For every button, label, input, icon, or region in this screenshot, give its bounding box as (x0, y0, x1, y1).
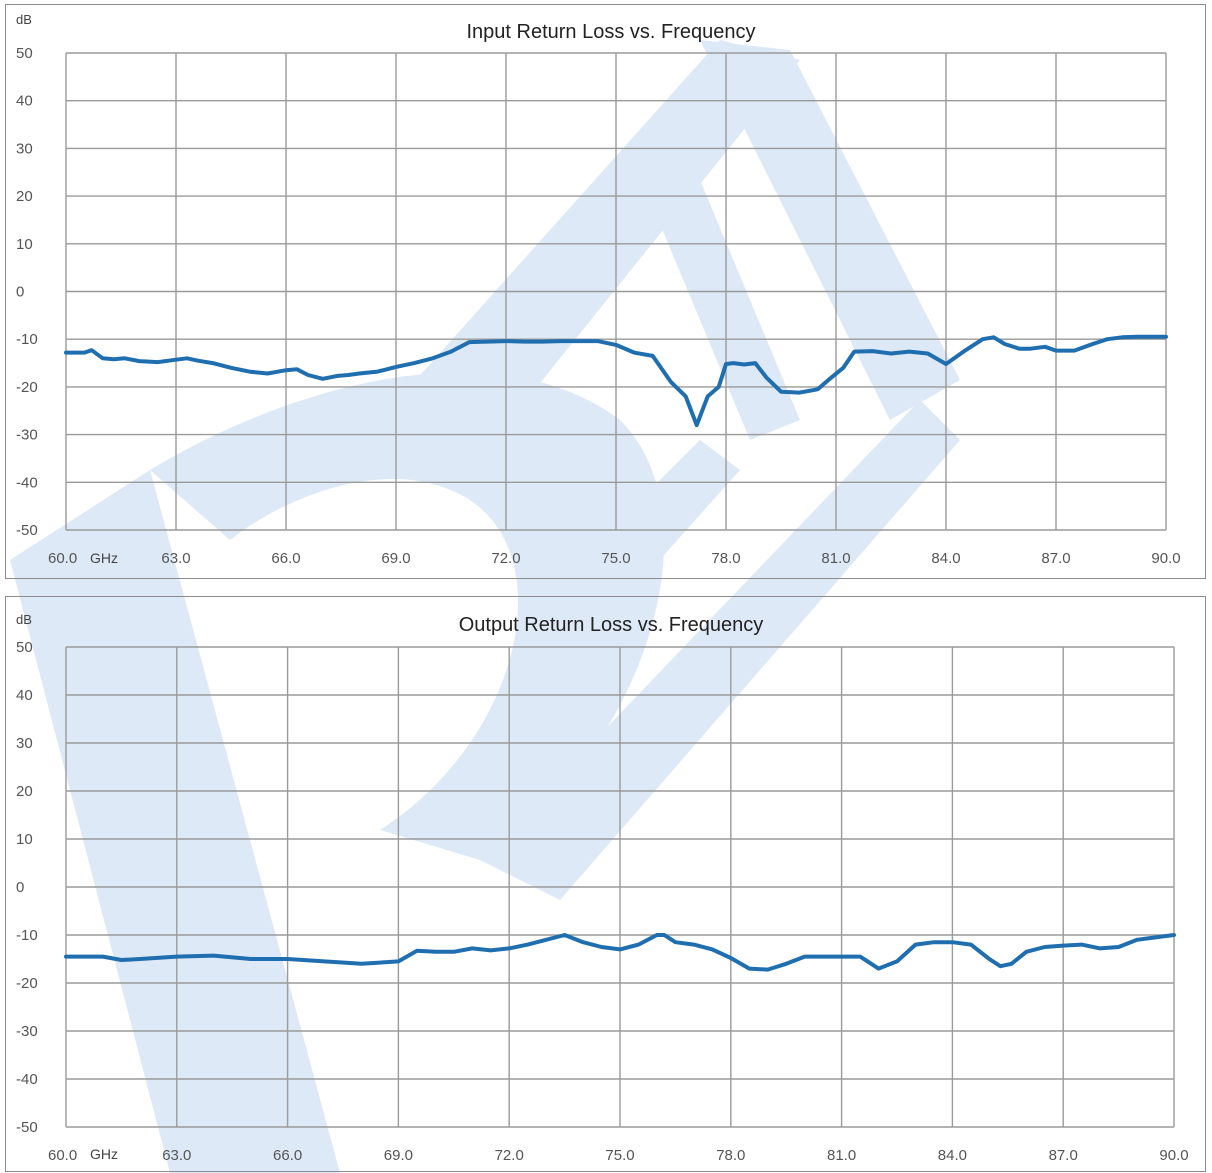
x-axis-ticks: 60.0 63.0 66.0 69.0 72.0 75.0 78.0 81.0 84.0 87.0… (48, 550, 1181, 567)
y-tick-label: 30 (16, 735, 33, 752)
x-tick-label: 78.0 (711, 550, 740, 567)
y-tick-label: -30 (16, 1023, 38, 1040)
chart-panel-input-return-loss: Input Return Loss vs. Frequency dB 50 40 3… (5, 4, 1206, 579)
y-tick-label: -40 (16, 1071, 38, 1088)
chart-title: Input Return Loss vs. Frequency (466, 21, 755, 43)
y-tick-label: -50 (16, 522, 38, 539)
x-tick-label: 72.0 (491, 550, 520, 567)
y-tick-label: -10 (16, 331, 38, 348)
y-tick-label: 20 (16, 188, 33, 205)
y-tick-label: 10 (16, 831, 33, 848)
x-tick-label: 60.0 (48, 1147, 77, 1164)
x-tick-label: 60.0 (48, 550, 77, 567)
y-tick-label: 20 (16, 783, 33, 800)
y-tick-label: 40 (16, 93, 33, 110)
x-tick-label: 63.0 (161, 550, 190, 567)
y-tick-label: 30 (16, 140, 33, 157)
y-axis-unit-label: dB (16, 612, 32, 627)
y-tick-label: -40 (16, 474, 38, 491)
x-tick-label: 69.0 (381, 550, 410, 567)
x-tick-label: 75.0 (601, 550, 630, 567)
x-axis-unit-label: GHz (90, 1146, 118, 1162)
series-line (64, 933, 1176, 972)
grid-lines (65, 646, 1175, 1128)
y-tick-label: 0 (16, 879, 24, 896)
y-tick-label: 50 (16, 45, 33, 62)
y-tick-label: -20 (16, 975, 38, 992)
x-tick-label: 81.0 (821, 550, 850, 567)
x-tick-label: 84.0 (931, 550, 960, 567)
data-series (64, 933, 1176, 972)
chart-output-return-loss: Output Return Loss vs. Frequency dB 50 40… (16, 612, 1189, 1164)
x-tick-label: 87.0 (1049, 1147, 1078, 1164)
y-tick-label: -30 (16, 427, 38, 444)
grid-lines (65, 52, 1167, 531)
x-tick-label: 84.0 (938, 1147, 967, 1164)
x-tick-label: 66.0 (273, 1147, 302, 1164)
y-axis-ticks: 50 40 30 20 10 0 -10 -20 -30 -40 -50 (16, 45, 38, 539)
y-axis-unit-label: dB (16, 12, 32, 27)
chart-title: Output Return Loss vs. Frequency (459, 614, 764, 636)
y-tick-label: -50 (16, 1119, 38, 1136)
x-tick-label: 81.0 (827, 1147, 856, 1164)
y-tick-label: 0 (16, 284, 24, 301)
x-axis-unit-label: GHz (90, 550, 118, 566)
y-tick-label: 50 (16, 639, 33, 656)
x-axis-ticks: 60.0 63.0 66.0 69.0 72.0 75.0 78.0 81.0 84.0 87.0… (48, 1147, 1189, 1164)
x-tick-label: 78.0 (716, 1147, 745, 1164)
chart-panel-output-return-loss: Output Return Loss vs. Frequency dB 50 40… (5, 596, 1206, 1172)
y-tick-label: -20 (16, 379, 38, 396)
x-tick-label: 66.0 (271, 550, 300, 567)
x-tick-label: 69.0 (384, 1147, 413, 1164)
x-tick-label: 63.0 (162, 1147, 191, 1164)
y-tick-label: -10 (16, 927, 38, 944)
x-tick-label: 87.0 (1041, 550, 1070, 567)
y-axis-ticks: 50 40 30 20 10 0 -10 -20 -30 -40 -50 (16, 639, 38, 1136)
x-tick-label: 90.0 (1151, 550, 1180, 567)
x-tick-label: 90.0 (1159, 1147, 1188, 1164)
x-tick-label: 75.0 (605, 1147, 634, 1164)
y-tick-label: 10 (16, 236, 33, 253)
y-tick-label: 40 (16, 687, 33, 704)
x-tick-label: 72.0 (495, 1147, 524, 1164)
chart-input-return-loss: Input Return Loss vs. Frequency dB 50 40 3… (16, 12, 1181, 567)
